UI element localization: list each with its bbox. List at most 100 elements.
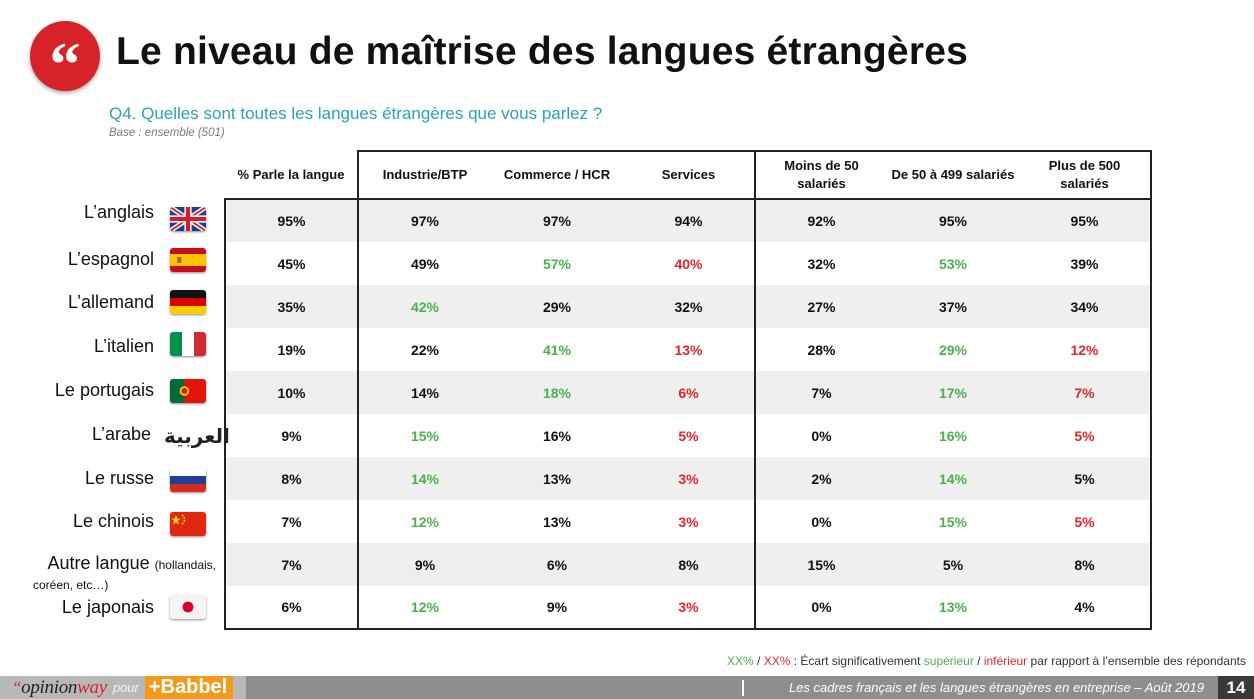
table-cell: 3% <box>623 457 756 500</box>
legend-green-sample: XX% <box>727 654 754 668</box>
table-row: 35% 42% 29% 32% 27% 37% 34% <box>224 285 1152 328</box>
table-cell: 97% <box>357 199 491 242</box>
question-text: Q4. Quelles sont toutes les langues étra… <box>109 104 603 123</box>
table-cell: 32% <box>623 285 756 328</box>
table-cell: 42% <box>357 285 491 328</box>
row-label-portugais: Le portugais <box>54 380 154 400</box>
table-cell: 15% <box>938 513 968 530</box>
row-label-autre-sub: coréen, etc…) <box>33 578 109 592</box>
table-cell: 15% <box>755 543 887 586</box>
table-cell: 12% <box>357 586 491 630</box>
table-cell: 41% <box>542 341 572 358</box>
column-header: % Parle la langue <box>237 166 345 182</box>
table-cell: 27% <box>755 285 887 328</box>
table-cell: 13% <box>623 328 756 371</box>
table-row: 8% 14% 13% 3% 2% 14% 5% <box>224 457 1152 500</box>
legend-suffix: par rapport à l’ensemble des répondants <box>1027 654 1246 668</box>
table-row: 19% 22% 41% 13% 28% 29% 12% <box>224 328 1152 371</box>
table-cell: 3% <box>623 586 756 630</box>
table-cell: 95% <box>887 199 1019 242</box>
footer-bar <box>0 676 1254 699</box>
column-header: De 50 à 499 salariés <box>887 150 1019 200</box>
legend-prefix: : Écart significativement <box>790 654 924 668</box>
table-cell: 5% <box>1019 500 1152 543</box>
table-cell: 7% <box>1019 371 1152 414</box>
significance-legend: XX% / XX% : Écart significativement supé… <box>727 654 1246 668</box>
opinionway-quote: “ <box>12 677 22 697</box>
japan-flag-icon <box>170 595 206 619</box>
column-header: Commerce / HCR <box>491 150 623 200</box>
table-cell: 2% <box>755 457 887 500</box>
row-label-espagnol: L’espagnol <box>67 249 154 269</box>
table-cell: 95% <box>224 198 358 242</box>
table-cell: 6% <box>623 371 756 414</box>
table-row: 7% 9% 6% 8% 15% 5% 8% <box>224 543 1152 586</box>
table-cell: 3% <box>623 500 756 543</box>
table-cell: 0% <box>811 513 832 530</box>
table-cell: 10% <box>224 371 358 414</box>
table-cell: 7% <box>224 500 358 543</box>
column-header: Industrie/BTP <box>357 150 491 200</box>
table-cell: 8% <box>623 543 756 586</box>
results-table: % Parle la langue Industrie/BTP Commerce… <box>224 150 1152 630</box>
row-label-japonais: Le japonais <box>61 597 154 617</box>
row-label-chinois: Le chinois <box>72 511 154 531</box>
legend-red-sample: XX% <box>763 654 791 668</box>
opinionway-opinion: opinion <box>21 676 78 698</box>
pour-text: pour <box>112 680 139 695</box>
table-cell: 19% <box>224 328 358 371</box>
table-cell: 22% <box>357 328 491 371</box>
table-cell: 7% <box>224 543 358 586</box>
table-cell: 95% <box>1019 199 1152 242</box>
table-cell: 4% <box>1019 586 1152 630</box>
table-cell: 15% <box>357 414 491 457</box>
table-cell: 14% <box>357 457 491 500</box>
column-header: Plus de 500 salariés <box>1019 150 1152 200</box>
table-cell: 9% <box>357 543 491 586</box>
table-cell: 28% <box>807 341 836 358</box>
china-flag-icon <box>170 512 206 536</box>
table-cell: 0% <box>811 427 832 444</box>
table-cell: 7% <box>755 371 887 414</box>
table-cell: 49% <box>357 242 491 285</box>
table-cell: 29% <box>491 285 623 328</box>
germany-flag-icon <box>170 290 206 314</box>
row-label-autre-paren: (hollandais, <box>154 558 216 572</box>
table-cell: 34% <box>1019 285 1152 328</box>
table-cell: 16% <box>542 427 572 444</box>
page-number: 14 <box>1218 676 1254 699</box>
opinionway-logo: “opinionway <box>12 677 107 699</box>
row-label-arabe: L’arabe <box>91 424 151 444</box>
table-cell: 57% <box>542 255 572 272</box>
table-cell: 9% <box>491 586 623 630</box>
row-label-autre: Autre langue (hollandais, <box>48 553 216 574</box>
table-cell: 45% <box>224 242 358 285</box>
table-row: 10% 14% 18% 6% 7% 17% 7% <box>224 371 1152 414</box>
table-cell: 40% <box>623 242 756 285</box>
babbel-logo: +Babbel <box>144 676 234 699</box>
table-cell: 12% <box>1019 328 1152 371</box>
table-cell: 18% <box>491 371 623 414</box>
italy-flag-icon <box>170 332 206 356</box>
header-row: % Parle la langue Industrie/BTP Commerce… <box>225 150 1152 200</box>
legend-superieur: supérieur <box>923 654 974 668</box>
row-label-italien: L’italien <box>93 336 154 356</box>
table-cell: 16% <box>938 427 968 444</box>
portugal-flag-icon <box>170 379 206 403</box>
table-cell: 12% <box>357 500 491 543</box>
table-row: 7% 12% 13% 3% 0% 15% 5% <box>224 500 1152 543</box>
row-label-allemand: L’allemand <box>67 292 154 312</box>
table-cell: 17% <box>887 371 1019 414</box>
table-cell: 6% <box>491 543 623 586</box>
table-cell: 13% <box>887 586 1019 630</box>
table-cell: 53% <box>938 255 968 272</box>
legend-mid: / <box>973 654 984 668</box>
footer-divider <box>742 680 744 696</box>
row-label-russe: Le russe <box>84 468 154 488</box>
column-header: Moins de 50 salariés <box>755 150 887 200</box>
table-cell: 5% <box>1019 457 1152 500</box>
table-cell: 14% <box>357 371 491 414</box>
table-cell: 6% <box>224 586 358 630</box>
arabic-script-icon: العربية <box>164 424 230 448</box>
table-cell: 94% <box>623 199 756 242</box>
